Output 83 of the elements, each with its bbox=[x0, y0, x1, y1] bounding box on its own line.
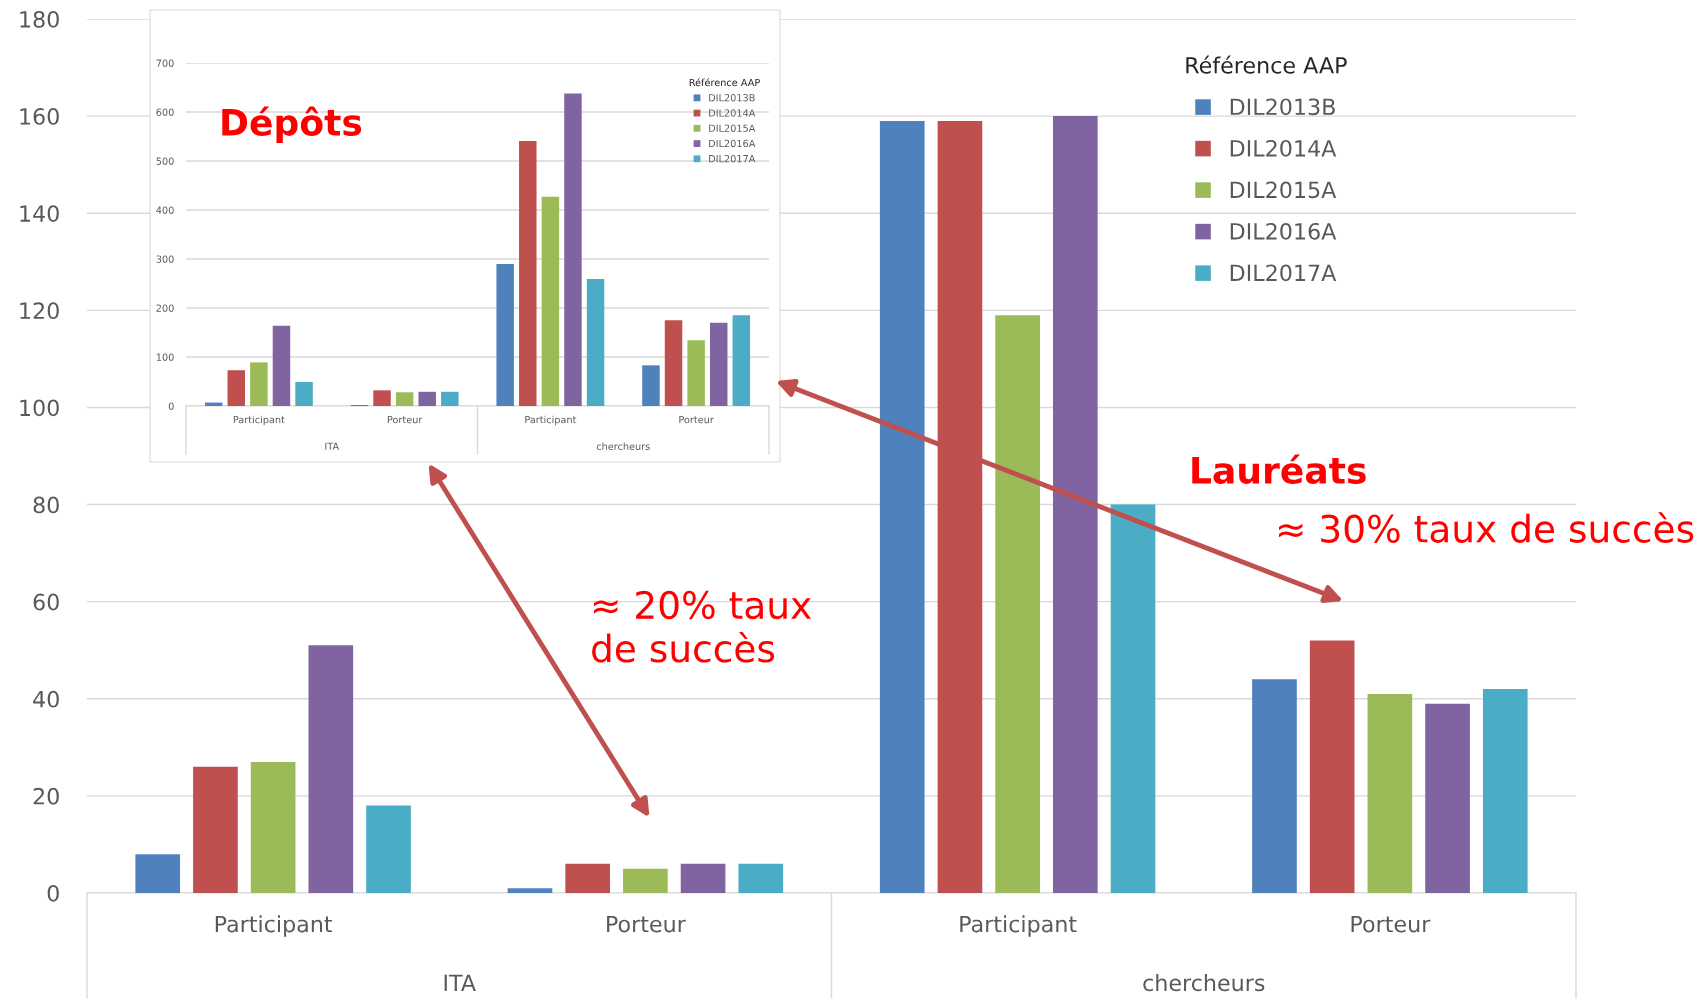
legend-title: Référence AAP bbox=[1186, 55, 1347, 74]
bar bbox=[1110, 504, 1156, 893]
y-tick-label: 300 bbox=[156, 255, 174, 263]
legend-label: DIL2015A bbox=[709, 124, 756, 132]
annotation: chercheurs bbox=[596, 442, 650, 450]
y-tick-label: 200 bbox=[156, 304, 174, 312]
bar bbox=[507, 888, 553, 893]
bar bbox=[1367, 693, 1413, 893]
y-tick-label: 0 bbox=[168, 402, 174, 410]
bar bbox=[564, 93, 582, 406]
bar bbox=[135, 854, 181, 893]
text: ITA bbox=[444, 974, 476, 991]
legend-title: Référence AAP bbox=[689, 78, 760, 87]
bar bbox=[418, 391, 436, 406]
y-tick-label: 140 bbox=[20, 205, 59, 222]
bar bbox=[441, 391, 459, 406]
y-tick-label: 180 bbox=[20, 10, 59, 28]
x-tick-label: Porteur bbox=[387, 416, 423, 424]
x-tick-label: Participant bbox=[525, 415, 577, 426]
x-tick-label: Porteur bbox=[679, 416, 714, 424]
bar bbox=[623, 868, 668, 893]
bar bbox=[541, 196, 560, 406]
bar bbox=[373, 390, 391, 406]
y-tick-label: 400 bbox=[156, 206, 174, 214]
y-tick-label: 80 bbox=[33, 496, 59, 514]
bar bbox=[1482, 689, 1528, 893]
bar bbox=[366, 805, 411, 893]
annotation: ITA bbox=[325, 442, 340, 450]
y-tick-label: 160 bbox=[20, 108, 59, 125]
bar bbox=[995, 315, 1040, 893]
y-tick-label: 40 bbox=[33, 690, 59, 708]
bar bbox=[664, 320, 683, 406]
legend-label: DIL2013B bbox=[1230, 98, 1335, 116]
text: Dépôts bbox=[222, 106, 362, 143]
bar bbox=[272, 325, 291, 406]
legend-label: DIL2017A bbox=[709, 154, 756, 163]
bar bbox=[586, 279, 605, 406]
x-tick-label: Participant bbox=[233, 415, 285, 426]
y-tick-label: 100 bbox=[156, 353, 174, 361]
x-tick-label: Participant bbox=[215, 915, 333, 937]
y-tick-label: 500 bbox=[156, 157, 174, 165]
bar bbox=[680, 863, 726, 893]
legend-label: DIL2013B bbox=[709, 94, 755, 102]
bar bbox=[227, 370, 246, 406]
x-tick-label: Participant bbox=[960, 915, 1077, 937]
legend-label: DIL2016A bbox=[1230, 222, 1337, 240]
bar bbox=[565, 863, 611, 893]
annotation: ≈ 30% taux de succès bbox=[1278, 512, 1694, 543]
y-tick-label: 20 bbox=[33, 787, 59, 805]
bar bbox=[295, 381, 313, 406]
bar bbox=[1052, 116, 1098, 893]
bar bbox=[642, 365, 660, 406]
legend-label: DIL2015A bbox=[1230, 181, 1337, 199]
bar bbox=[1309, 640, 1355, 893]
bar bbox=[738, 863, 784, 893]
legend-label: DIL2017A bbox=[1230, 264, 1337, 282]
bar bbox=[193, 766, 238, 893]
bar bbox=[250, 761, 296, 893]
bar bbox=[879, 120, 925, 893]
y-tick-label: 100 bbox=[20, 399, 59, 417]
bar bbox=[709, 322, 728, 406]
x-tick-label: Porteur bbox=[1351, 915, 1431, 933]
bar bbox=[687, 340, 705, 406]
text: Lauréats bbox=[1192, 454, 1366, 484]
bar bbox=[496, 263, 514, 406]
bar bbox=[1252, 679, 1297, 893]
bar bbox=[519, 140, 537, 406]
x-tick-label: Porteur bbox=[607, 915, 686, 933]
bar bbox=[308, 645, 354, 893]
y-tick-label: 600 bbox=[156, 108, 174, 116]
y-tick-label: 700 bbox=[156, 59, 174, 67]
legend-label: DIL2016A bbox=[709, 139, 756, 148]
bar bbox=[395, 392, 414, 406]
bar bbox=[250, 362, 268, 406]
y-tick-label: 0 bbox=[47, 884, 59, 902]
annotation: ≈ 20% taux de succès bbox=[592, 590, 812, 663]
y-tick-label: 120 bbox=[20, 302, 59, 320]
bar bbox=[1425, 703, 1470, 893]
legend-label: DIL2014A bbox=[709, 109, 756, 117]
y-tick-label: 60 bbox=[33, 593, 59, 611]
text: chercheurs bbox=[1143, 974, 1265, 992]
legend-label: DIL2014A bbox=[1230, 139, 1337, 157]
bar bbox=[732, 315, 751, 406]
